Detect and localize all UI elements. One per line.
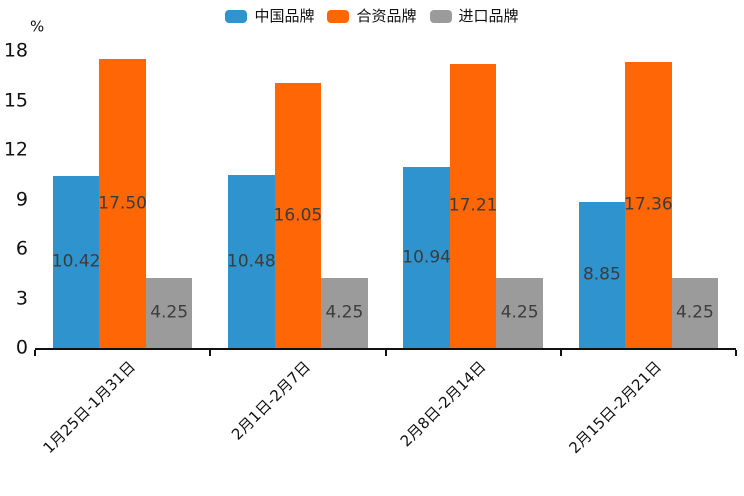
- y-axis-tick-label: 9: [15, 188, 28, 210]
- y-axis-tick-label: 3: [15, 287, 28, 309]
- legend-item-0: 中国品牌: [225, 6, 315, 25]
- legend-label: 合资品牌: [356, 6, 417, 25]
- bar-value-label: 8.85: [582, 264, 621, 285]
- bar-进口品牌-3: [671, 277, 719, 348]
- bar-value-label: 17.36: [624, 194, 673, 215]
- bar-value-label: 17.21: [448, 195, 498, 216]
- y-axis-tick-label: 0: [15, 336, 28, 359]
- x-axis-tick: [384, 350, 387, 356]
- y-axis-unit-label: %: [30, 17, 45, 36]
- x-axis-tick: [735, 350, 737, 356]
- bar-进口品牌-1: [321, 277, 368, 348]
- bar-中国品牌-2: [403, 167, 450, 348]
- bar-value-label: 10.48: [227, 251, 276, 272]
- bar-value-label: 4.25: [325, 302, 364, 323]
- bar-value-label: 4.25: [150, 302, 189, 323]
- x-axis-tick: [209, 350, 212, 356]
- bar-合资品牌-1: [274, 83, 322, 348]
- x-axis-tick: [559, 350, 562, 356]
- x-axis-category-label: 2月8日-2月14日: [396, 357, 490, 451]
- y-axis-tick-label: 6: [15, 237, 28, 260]
- bar-合资品牌-2: [449, 64, 497, 348]
- chart-legend: 中国品牌 合资品牌 进口品牌: [0, 6, 744, 26]
- bar-中国品牌-1: [228, 175, 275, 348]
- y-axis-tick-label: 15: [3, 89, 28, 111]
- x-axis-category-label: 2月1日-2月7日: [228, 357, 315, 444]
- bar-合资品牌-3: [625, 61, 672, 348]
- legend-swatch-icon: [327, 9, 350, 23]
- legend-label: 中国品牌: [254, 6, 315, 25]
- y-axis-tick-label: 12: [3, 138, 28, 161]
- y-axis-tick-label: 18: [3, 39, 28, 62]
- bar-value-label: 4.25: [500, 302, 539, 323]
- bar-value-label: 10.94: [402, 247, 451, 268]
- bar-value-label: 4.25: [675, 302, 714, 323]
- bar-中国品牌-3: [578, 201, 626, 348]
- legend-item-1: 合资品牌: [327, 6, 417, 25]
- bar-value-label: 16.05: [273, 205, 323, 226]
- legend-item-2: 进口品牌: [429, 6, 519, 25]
- x-axis-line: [35, 348, 736, 350]
- legend-label: 进口品牌: [458, 6, 519, 25]
- x-axis-category-label: 2月15日-2月21日: [565, 357, 665, 458]
- x-axis-category-label: 1月25日-1月31日: [39, 357, 139, 458]
- bar-value-label: 10.42: [51, 251, 101, 272]
- bar-中国品牌-0: [52, 176, 100, 348]
- bar-进口品牌-2: [496, 277, 543, 348]
- x-axis-tick: [34, 350, 36, 356]
- legend-swatch-icon: [429, 9, 452, 23]
- bar-进口品牌-0: [145, 277, 193, 348]
- bar-value-label: 17.50: [98, 193, 147, 214]
- bar-合资品牌-0: [99, 59, 146, 348]
- legend-swatch-icon: [225, 9, 248, 23]
